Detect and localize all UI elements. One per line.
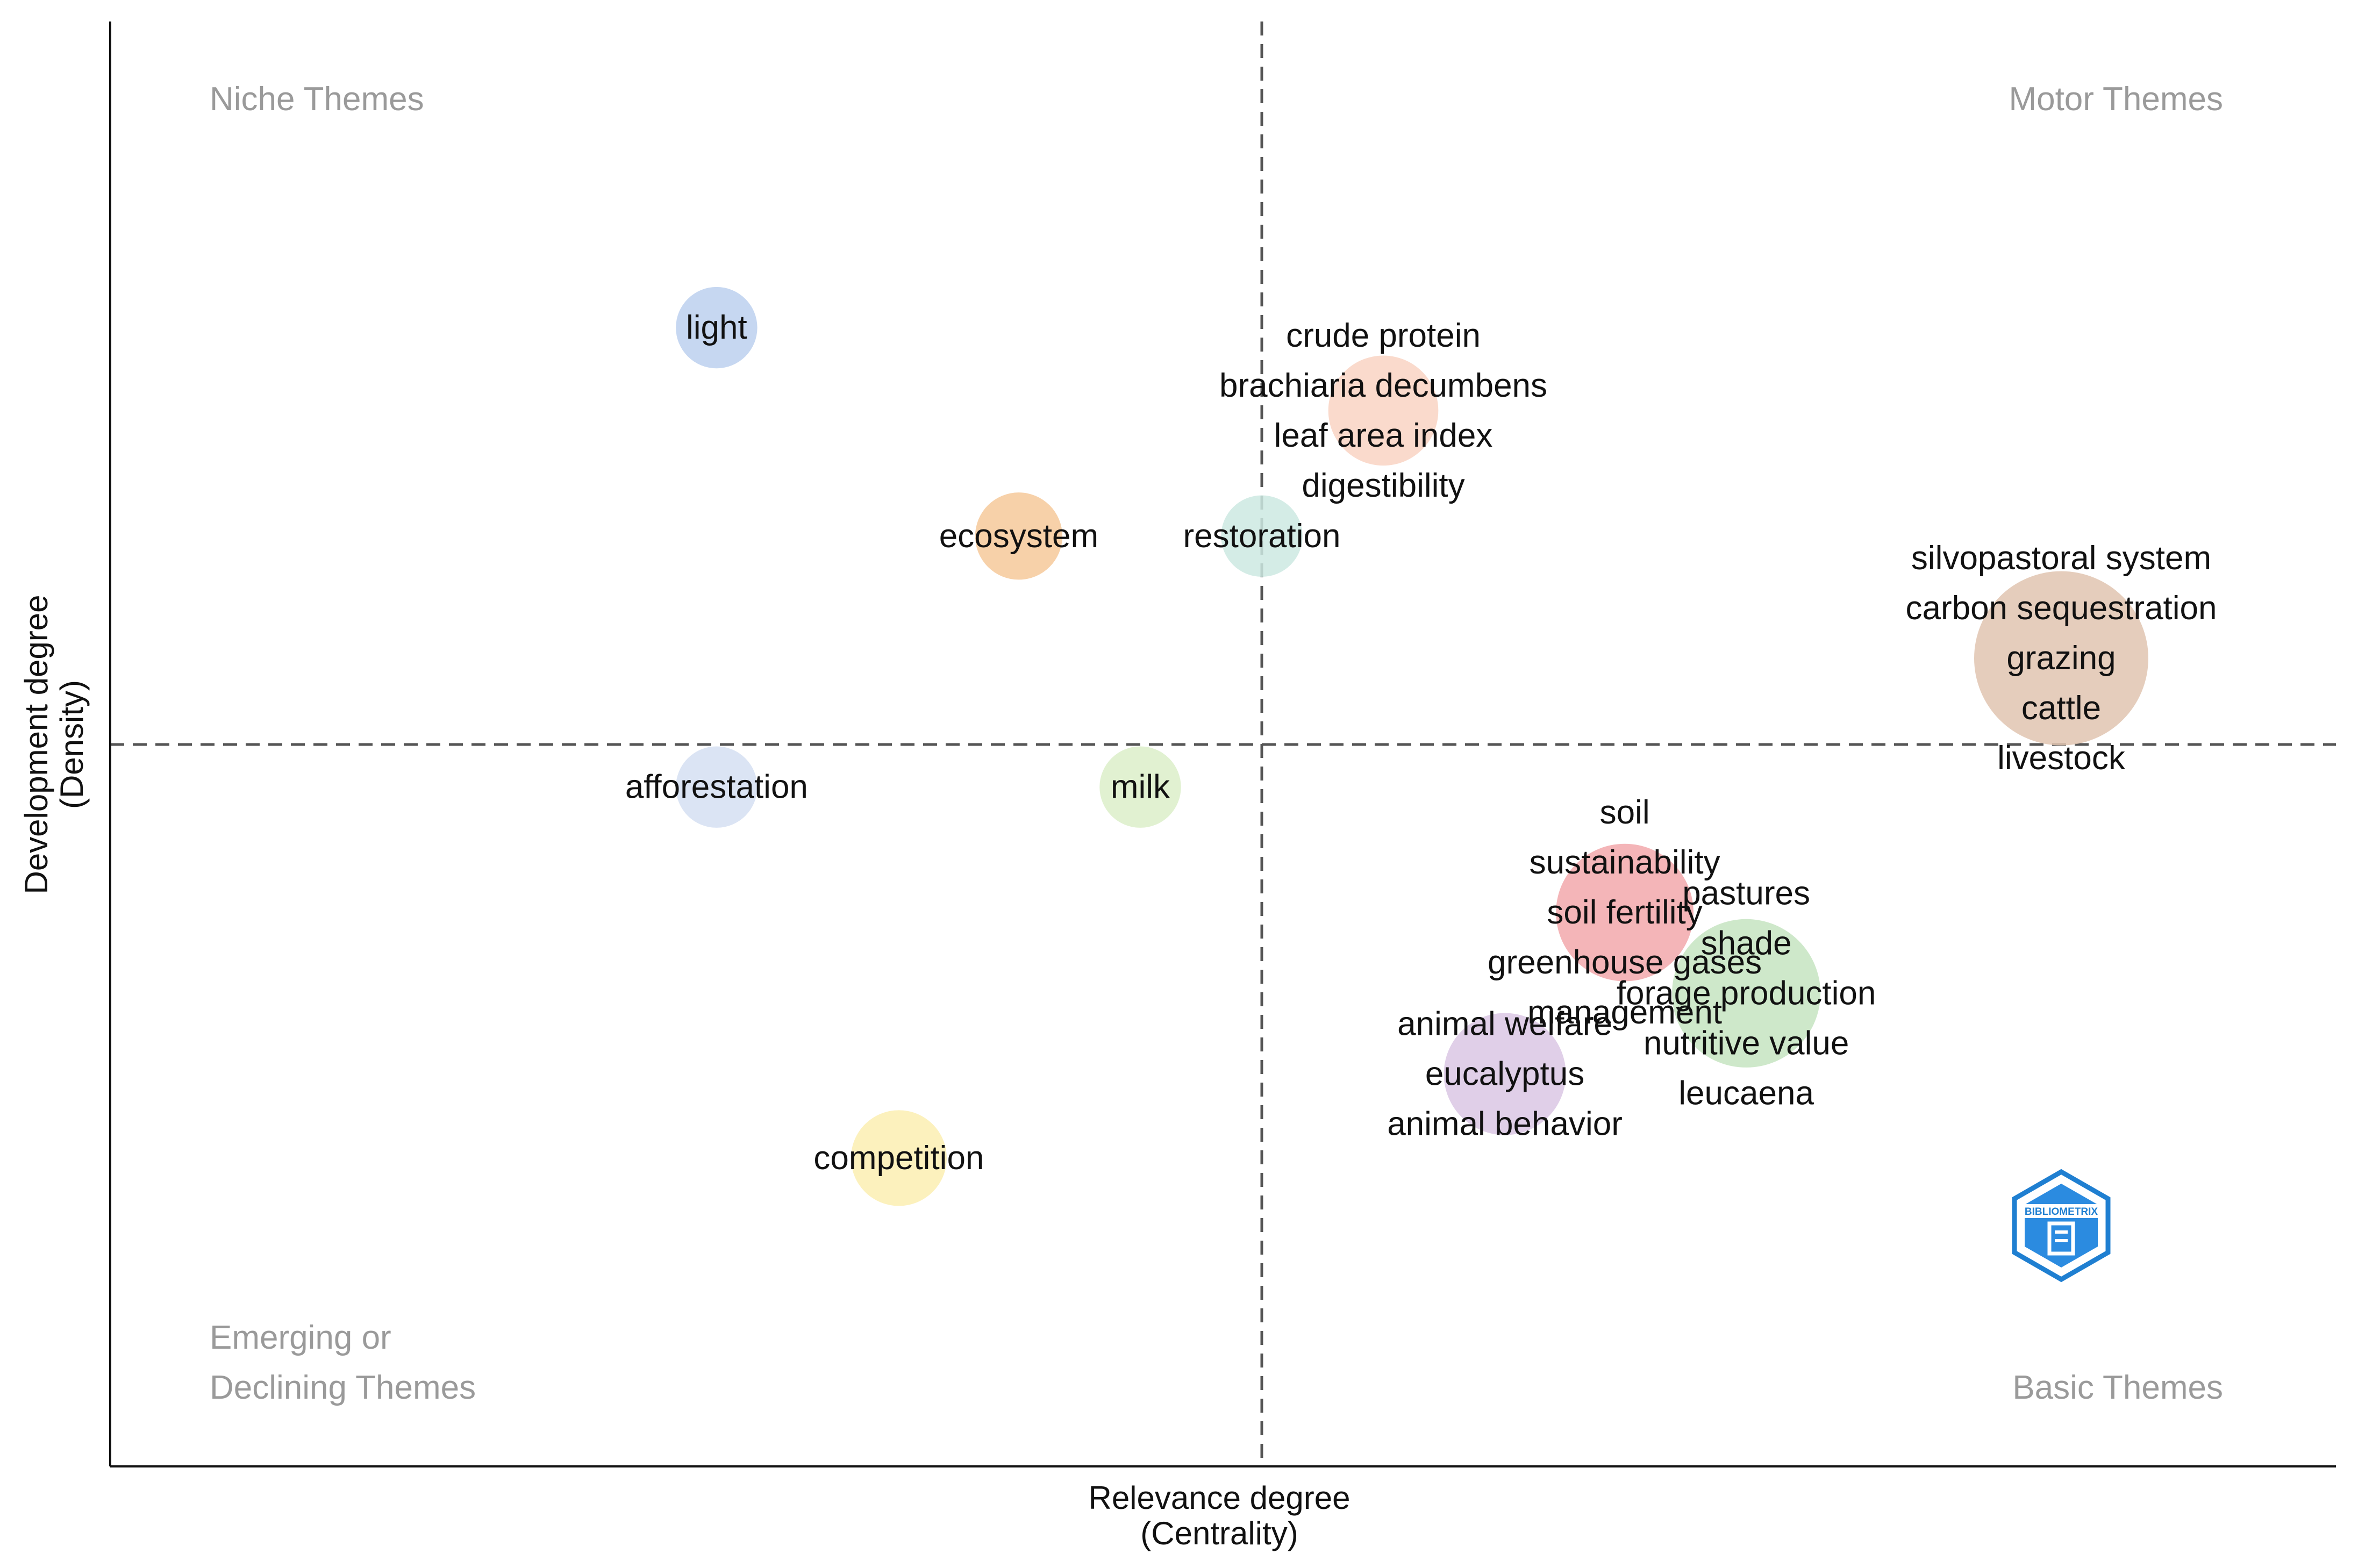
cluster-label: leucaena	[1678, 1075, 1814, 1112]
cluster-label: restoration	[1183, 518, 1341, 555]
x-axis-title-line-1: Relevance degree	[1088, 1480, 1350, 1516]
cluster-bubble-competition	[851, 1110, 947, 1206]
quadrant-label-basic-themes: Basic Themes	[2012, 1369, 2223, 1406]
cluster-label: animal behavior	[1387, 1106, 1623, 1143]
bibliometrix-logo: BIBLIOMETRIX	[2012, 1169, 2111, 1283]
cluster-label: carbon sequestration	[1905, 590, 2217, 627]
cluster-label: livestock	[1997, 740, 2126, 777]
quadrant-label-niche-themes: Niche Themes	[210, 81, 424, 118]
cluster-label: pastures	[1682, 875, 1810, 912]
cluster-points-layer: light crude protein brachiaria decumbens le…	[625, 287, 2217, 1206]
quadrant-label-emerging-line-2: Declining Themes	[210, 1369, 476, 1406]
cluster-label: competition	[813, 1140, 984, 1177]
cluster-label: cattle	[2021, 690, 2101, 727]
cluster-bubble-milk	[1099, 746, 1181, 828]
cluster-label: sustainability	[1530, 844, 1720, 881]
cluster-label: milk	[1111, 769, 1170, 806]
quadrant-label-motor-themes: Motor Themes	[2009, 81, 2223, 118]
cluster-bubble-restoration	[1221, 495, 1303, 577]
cluster-label: animal welfare	[1397, 1006, 1612, 1043]
cluster-label: greenhouse gases	[1488, 944, 1762, 981]
quadrant-label-emerging-line-1: Emerging or	[210, 1319, 391, 1356]
cluster-bubble-soil	[1556, 843, 1694, 982]
logo-banner	[2021, 1204, 2101, 1218]
cluster-label: digestibility	[1302, 467, 1464, 504]
cluster-label: brachiaria decumbens	[1219, 367, 1547, 404]
y-axis-title-line-1: Development degree	[18, 595, 54, 894]
cluster-label: light	[686, 309, 747, 346]
cluster-label: eucalyptus	[1425, 1056, 1584, 1093]
cluster-bubble-silvopastoral-system	[1974, 571, 2148, 746]
cluster-bubble-light	[676, 287, 758, 369]
cluster-label: soil	[1600, 794, 1650, 831]
cluster-bubble-ecosystem	[975, 492, 1063, 580]
cluster-bubble-animal-welfare	[1444, 1013, 1566, 1135]
cluster-label: forage production	[1617, 975, 1876, 1012]
logo-book-icon	[2047, 1221, 2075, 1256]
cluster-bubble-crude-protein	[1328, 355, 1439, 466]
cluster-label: leaf area index	[1274, 417, 1493, 454]
cluster-label: crude protein	[1286, 317, 1481, 354]
cluster-label: soil fertility	[1547, 894, 1702, 931]
x-axis-title-line-2: (Centrality)	[1140, 1515, 1298, 1551]
cluster-label: nutritive value	[1644, 1025, 1849, 1062]
logo-text: BIBLIOMETRIX	[2025, 1206, 2098, 1218]
y-axis-title-line-2: (Density)	[54, 680, 90, 809]
cluster-label: grazing	[2006, 640, 2116, 677]
cluster-bubble-pastures	[1672, 919, 1821, 1068]
cluster-bubble-afforestation	[676, 746, 758, 828]
cluster-label: management	[1527, 994, 1722, 1031]
cluster-label: shade	[1701, 925, 1792, 962]
cluster-label: silvopastoral system	[1911, 540, 2211, 577]
cluster-label: afforestation	[625, 769, 808, 806]
cluster-label: ecosystem	[939, 518, 1098, 555]
